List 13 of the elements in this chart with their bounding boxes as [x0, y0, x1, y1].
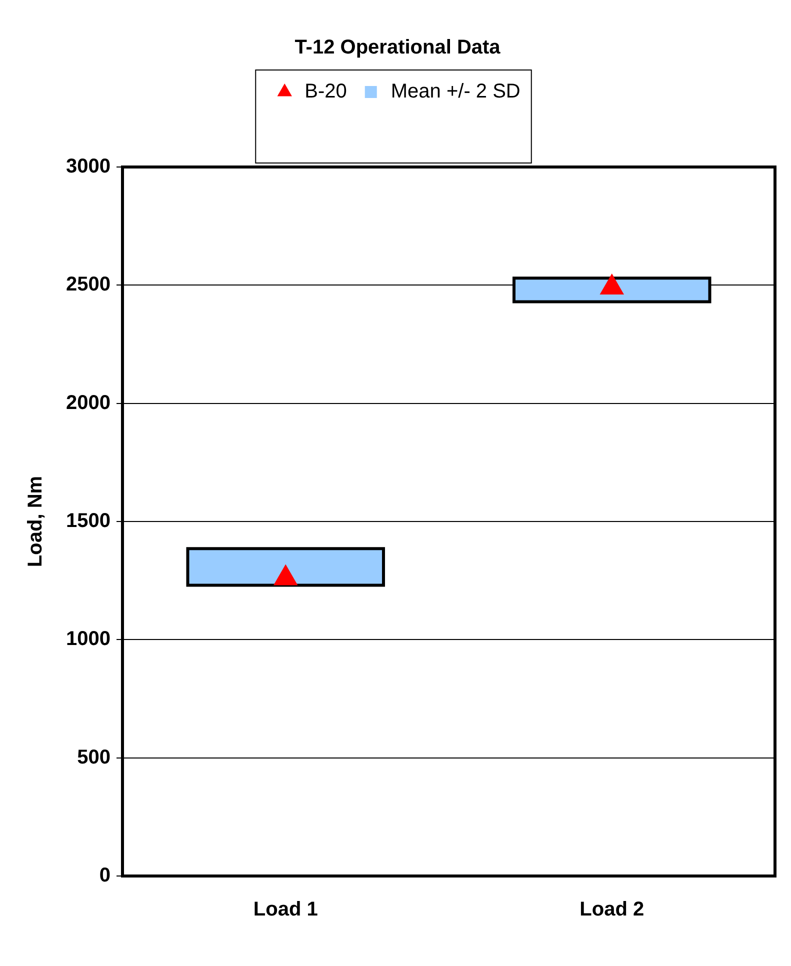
y-tick-label: 500 [77, 746, 110, 768]
y-tick-label: 2000 [66, 392, 110, 414]
x-tick-label: Load 1 [253, 898, 318, 921]
y-axis-title: Load, Nm [24, 476, 47, 568]
y-tick-label: 1500 [66, 510, 110, 532]
x-tick-label: Load 2 [580, 898, 644, 921]
y-tick-label: 2500 [66, 274, 110, 296]
y-tick-label: 0 [99, 864, 110, 887]
y-tick-label: 3000 [66, 156, 110, 178]
chart-title: T-12 Operational Data [294, 36, 502, 59]
legend-label: Mean +/- 2 SD [390, 80, 520, 103]
legend-label: B-20 [304, 80, 347, 103]
y-tick-label: 1000 [66, 628, 110, 650]
